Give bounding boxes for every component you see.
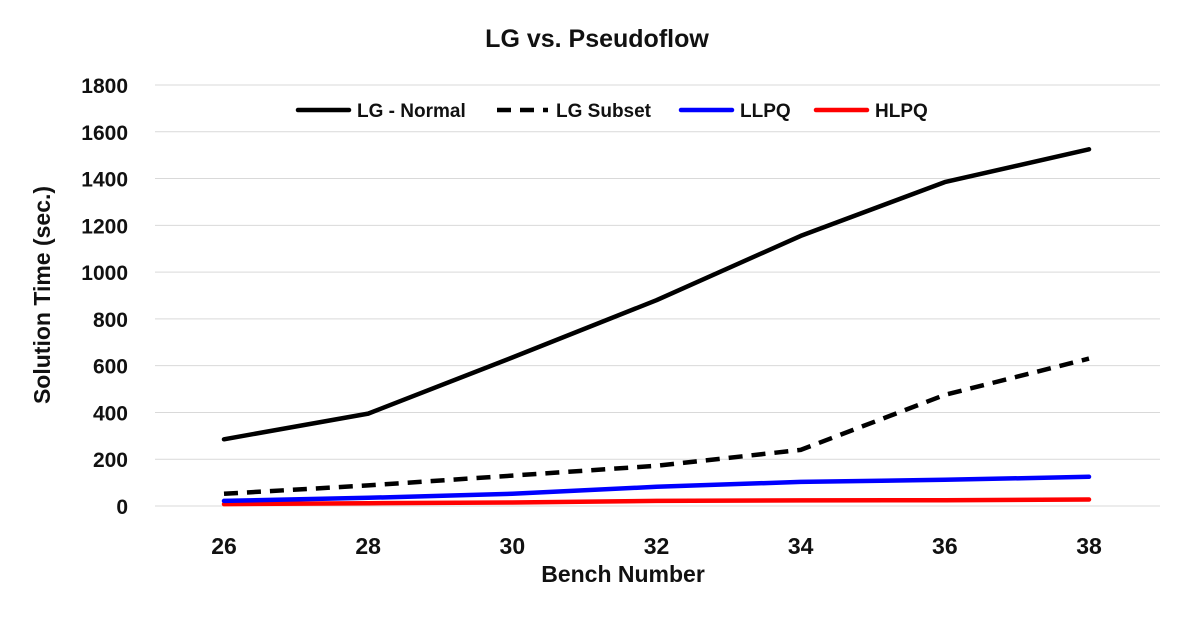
series-line-lg-subset — [223, 356, 1090, 497]
y-axis-tick-labels: 0 200 400 600 800 1000 1200 1400 1600 1800 — [81, 75, 128, 519]
series-line-lg-normal — [221, 147, 1092, 442]
y-tick-label-1000: 1000 — [81, 262, 128, 285]
legend-label-lg-subset: LG Subset — [556, 101, 652, 122]
legend: LG - Normal LG Subset LLPQ HLPQ — [295, 101, 928, 122]
grid-lines — [155, 84, 1160, 507]
chart-title: LG vs. Pseudoflow — [485, 25, 709, 53]
x-tick-label-32: 32 — [644, 533, 670, 559]
x-tick-label-30: 30 — [500, 533, 526, 559]
x-tick-label-28: 28 — [355, 533, 381, 559]
y-tick-label-800: 800 — [93, 309, 128, 332]
y-tick-label-1200: 1200 — [81, 215, 128, 238]
y-tick-label-1800: 1800 — [81, 75, 128, 98]
y-tick-label-200: 200 — [93, 449, 128, 472]
x-axis-label: Bench Number — [541, 561, 705, 587]
y-tick-label-1400: 1400 — [81, 169, 128, 192]
series-line-llpq — [221, 474, 1092, 504]
series-lines — [221, 147, 1092, 507]
x-tick-label-38: 38 — [1076, 533, 1102, 559]
legend-label-hlpq: HLPQ — [875, 101, 928, 122]
y-tick-label-0: 0 — [116, 496, 128, 519]
legend-label-llpq: LLPQ — [740, 101, 791, 122]
legend-label-lg-normal: LG - Normal — [357, 101, 466, 122]
x-tick-label-26: 26 — [211, 533, 237, 559]
x-axis-tick-labels: 26 28 30 32 34 36 38 — [211, 533, 1102, 559]
y-axis-label: Solution Time (sec.) — [29, 186, 55, 404]
series-line-hlpq — [221, 497, 1092, 507]
x-tick-label-34: 34 — [788, 533, 814, 559]
y-tick-label-600: 600 — [93, 356, 128, 379]
y-tick-label-400: 400 — [93, 402, 128, 425]
y-tick-label-1600: 1600 — [81, 122, 128, 145]
x-tick-label-36: 36 — [932, 533, 958, 559]
